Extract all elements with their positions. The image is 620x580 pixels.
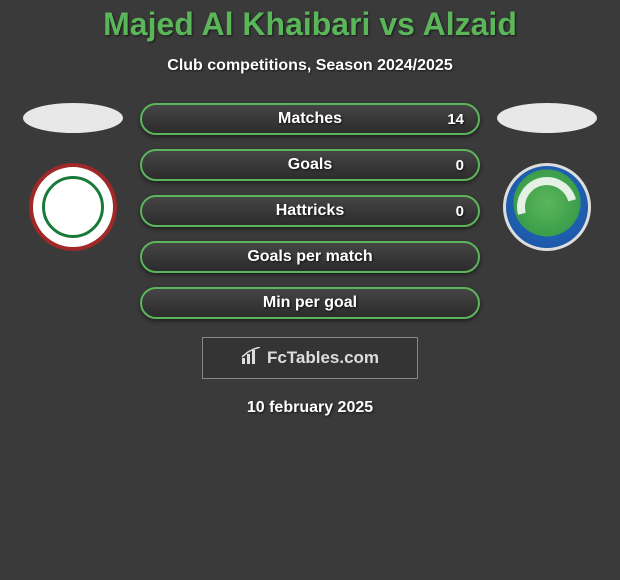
left-column: ♞ [18,103,128,251]
stat-label: Hattricks [276,202,344,220]
title-player1: Majed Al Khaibari [103,6,370,42]
page-title: Majed Al Khaibari vs Alzaid [0,6,620,43]
stat-row-mpg: Min per goal [140,287,480,319]
title-vs: vs [379,6,415,42]
club-badge-left: ♞ [29,163,117,251]
watermark-text: FcTables.com [267,348,379,368]
stat-row-goals: Goals 0 [140,149,480,181]
right-column [492,103,602,251]
infographic-container: Majed Al Khaibari vs Alzaid Club competi… [0,0,620,417]
stat-label: Matches [278,110,342,128]
stat-row-hattricks: Hattricks 0 [140,195,480,227]
title-player2: Alzaid [423,6,517,42]
date-text: 10 february 2025 [0,399,620,417]
main-row: ♞ Matches 14 Goals 0 Hattricks 0 Goals p… [0,103,620,319]
swirl-icon [506,166,588,248]
watermark: FcTables.com [202,337,418,379]
player-photo-left [23,103,123,133]
stat-row-gpm: Goals per match [140,241,480,273]
stats-column: Matches 14 Goals 0 Hattricks 0 Goals per… [140,103,480,319]
subtitle: Club competitions, Season 2024/2025 [0,57,620,75]
chart-icon [241,347,261,370]
horse-icon: ♞ [42,176,104,238]
club-badge-right [503,163,591,251]
stat-label: Goals per match [247,248,372,266]
stat-row-matches: Matches 14 [140,103,480,135]
stat-value-right: 14 [447,111,464,128]
stat-value-right: 0 [456,157,464,174]
stat-label: Min per goal [263,294,357,312]
player-photo-right [497,103,597,133]
stat-value-right: 0 [456,203,464,220]
stat-label: Goals [288,156,332,174]
